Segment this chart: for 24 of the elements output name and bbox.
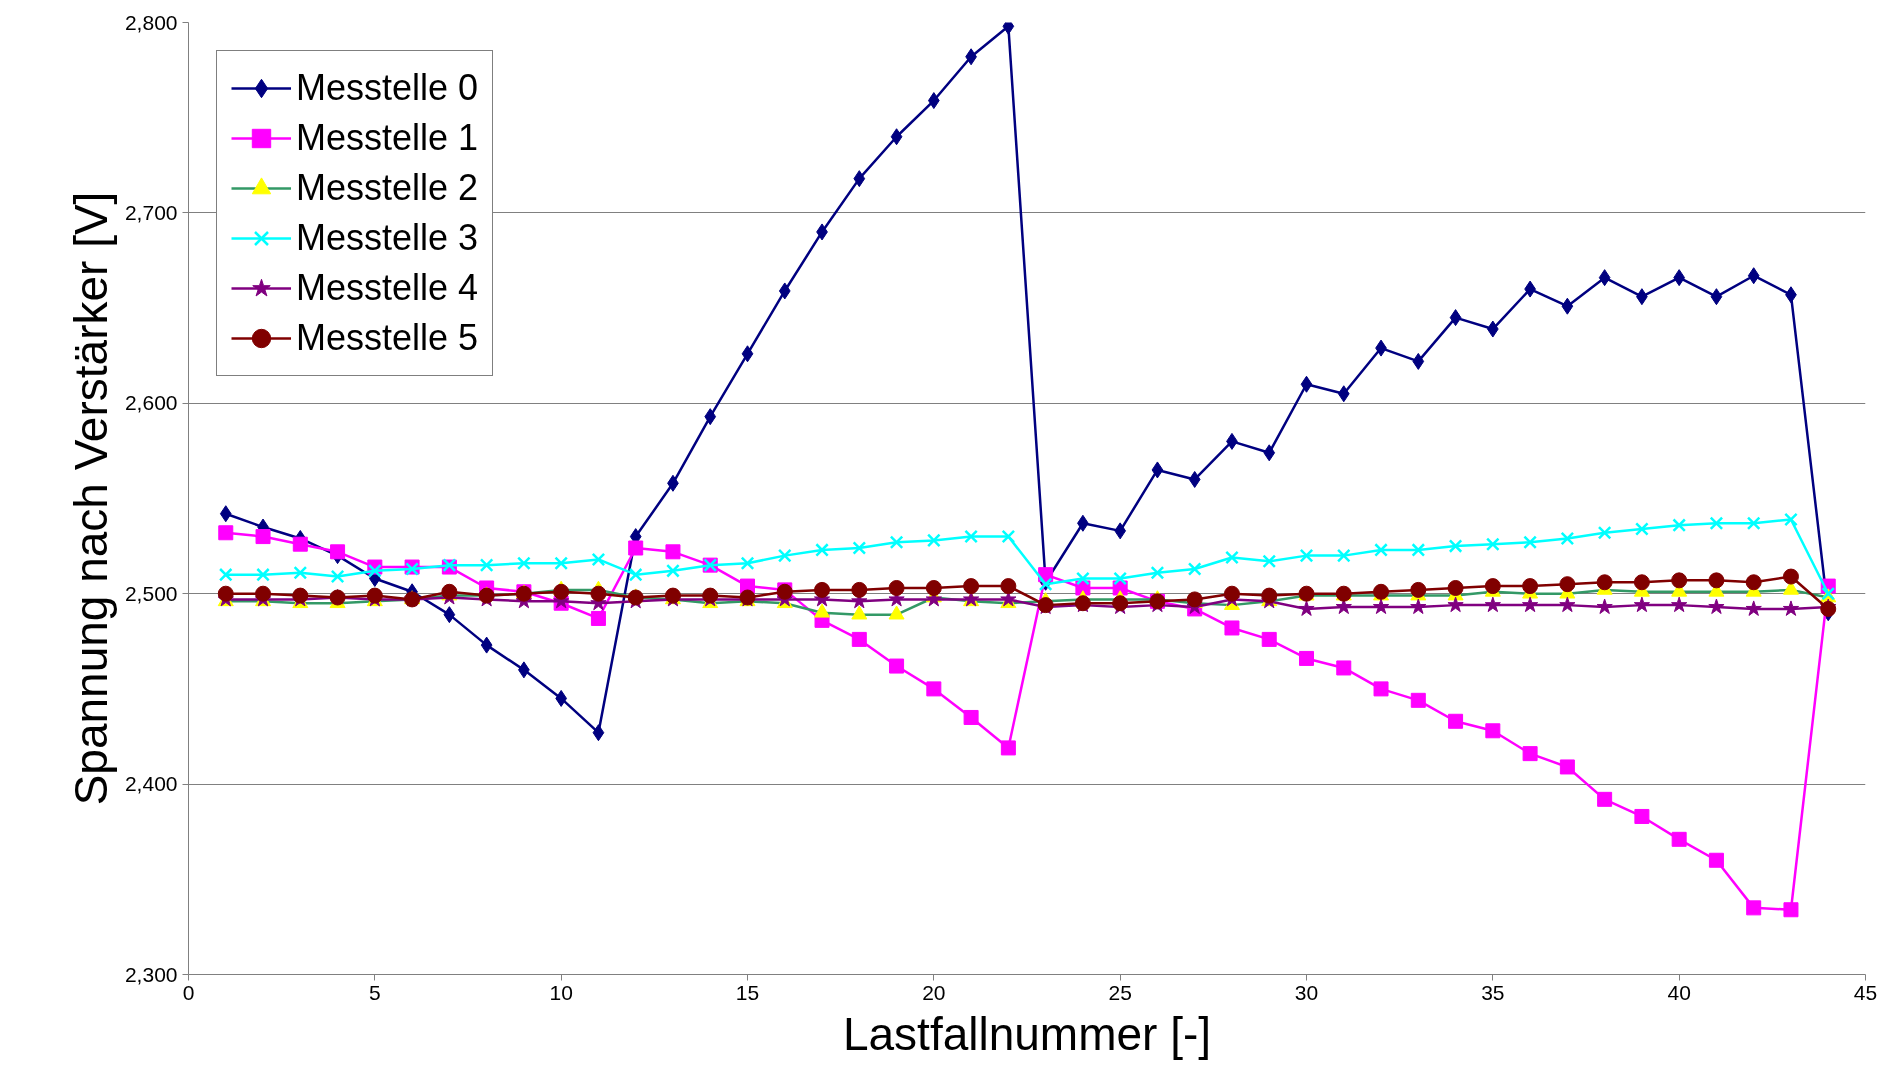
legend-label: Messtelle 3 — [296, 216, 479, 260]
legend-label: Messtelle 4 — [296, 266, 479, 310]
x-tick-label: 45 — [1853, 980, 1878, 1004]
x-tick-label: 15 — [735, 980, 760, 1004]
x-tick-label: 35 — [1481, 980, 1505, 1004]
x-tick-label: 30 — [1294, 980, 1319, 1004]
x-tick-label: 40 — [1667, 980, 1691, 1004]
y-tick-label: 2,500 — [124, 581, 178, 605]
y-tick-label: 2,700 — [124, 200, 178, 224]
x-tick-label: 10 — [549, 980, 573, 1004]
y-tick-label: 2,300 — [124, 962, 178, 986]
y-tick-label: 2,600 — [124, 391, 178, 415]
x-axis-title: Lastfallnummer [-] — [842, 1007, 1212, 1060]
y-axis-title: Spannung nach Verstärker [V] — [64, 191, 117, 806]
y-tick-label: 2,400 — [124, 772, 178, 796]
x-tick-label: 5 — [368, 980, 381, 1004]
legend-label: Messtelle 5 — [296, 316, 479, 360]
x-tick-label: 20 — [922, 980, 946, 1004]
x-tick-label: 0 — [182, 980, 195, 1004]
x-tick-label: 25 — [1108, 980, 1132, 1004]
legend-label: Messtelle 0 — [296, 66, 479, 110]
legend-label: Messtelle 2 — [296, 166, 479, 210]
y-tick-label: 2,800 — [124, 10, 178, 34]
legend-label: Messtelle 1 — [296, 116, 479, 160]
